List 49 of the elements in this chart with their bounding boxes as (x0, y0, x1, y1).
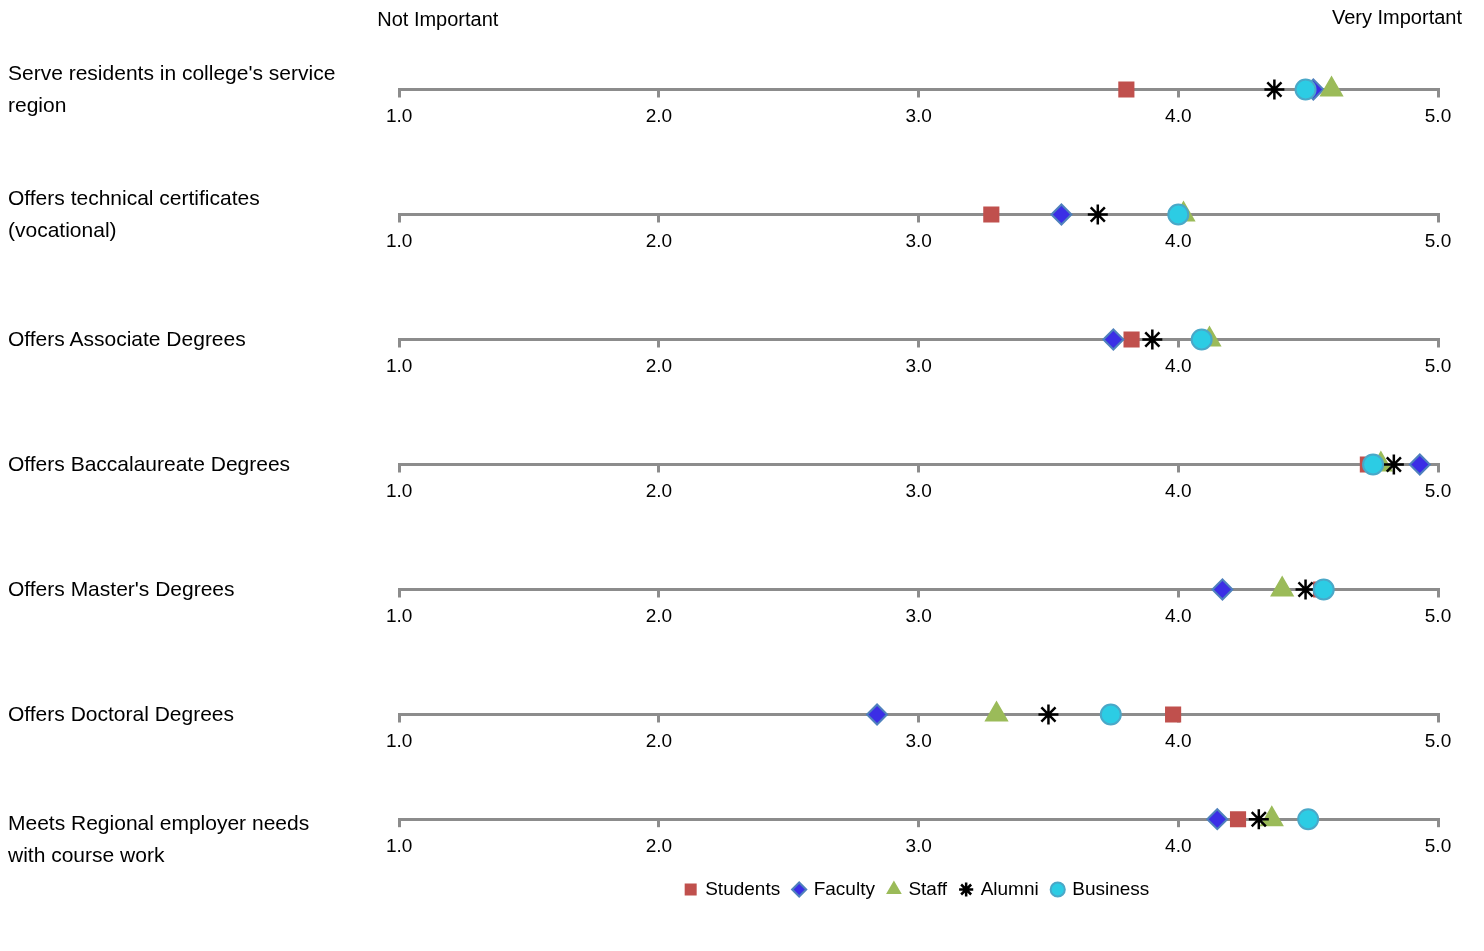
x-tick-label: 5.0 (1424, 605, 1452, 627)
x-tick-label: 4.0 (1165, 230, 1192, 252)
y-tick-label: Serve residents in college's service region (8, 61, 336, 116)
x-tick-label: 5.0 (1424, 355, 1452, 377)
x-tick-label: 3.0 (905, 605, 932, 627)
x-tick-label: 4.0 (1165, 605, 1192, 627)
x-tick-label: 1.0 (386, 230, 413, 252)
x-tick-label: 5.0 (1424, 834, 1452, 856)
y-tick-label: Offers Doctoral Degrees (8, 702, 235, 725)
x-tick-label: 3.0 (905, 355, 932, 377)
x-tick-label: 1.0 (386, 355, 413, 377)
x-tick-label: 1.0 (386, 105, 413, 127)
x-tick-label: 2.0 (645, 105, 673, 127)
legend-label: Business (1072, 877, 1150, 899)
x-tick-label: 1.0 (386, 605, 413, 627)
x-tick-label: 2.0 (645, 480, 673, 502)
x-tick-label: 5.0 (1424, 730, 1452, 752)
x-tick-label: 3.0 (905, 105, 932, 127)
x-tick-label: 2.0 (645, 355, 673, 377)
x-tick-label: 1.0 (386, 834, 413, 856)
y-tick-label: Offers Master's Degrees (8, 577, 235, 600)
x-tick-label: 4.0 (1165, 834, 1192, 856)
x-tick-label: 3.0 (905, 230, 932, 252)
legend-label: Alumni (980, 877, 1039, 899)
legend-label: Faculty (813, 877, 876, 899)
y-tick-label: Offers Baccalaureate Degrees (8, 452, 291, 475)
x-tick-label: 1.0 (386, 730, 413, 752)
y-tick-label: Meets Regional employer needs with course work (8, 811, 310, 866)
y-tick-label: Offers Associate Degrees (8, 327, 246, 350)
x-tick-label: 2.0 (645, 730, 673, 752)
x-tick-label: 5.0 (1424, 230, 1452, 252)
x-tick-label: 4.0 (1165, 105, 1192, 127)
x-tick-label: 5.0 (1424, 105, 1452, 127)
x-tick-label: 5.0 (1424, 480, 1452, 502)
y-tick-label: Offers technical certificates (vocational) (8, 186, 260, 241)
x-tick-label: 3.0 (905, 480, 932, 502)
x-tick-label: 3.0 (905, 834, 932, 856)
annotation: Not Important (377, 7, 499, 30)
legend-label: Students (705, 877, 781, 899)
x-tick-label: 4.0 (1165, 480, 1192, 502)
x-tick-label: 2.0 (645, 605, 673, 627)
legend-label: Staff (908, 877, 948, 899)
x-tick-label: 2.0 (645, 834, 673, 856)
x-tick-label: 3.0 (905, 730, 932, 752)
annotation: Very Important (1331, 5, 1463, 28)
x-tick-label: 4.0 (1165, 355, 1192, 377)
x-tick-label: 2.0 (645, 230, 673, 252)
x-tick-label: 1.0 (386, 480, 413, 502)
x-tick-label: 4.0 (1165, 730, 1192, 752)
